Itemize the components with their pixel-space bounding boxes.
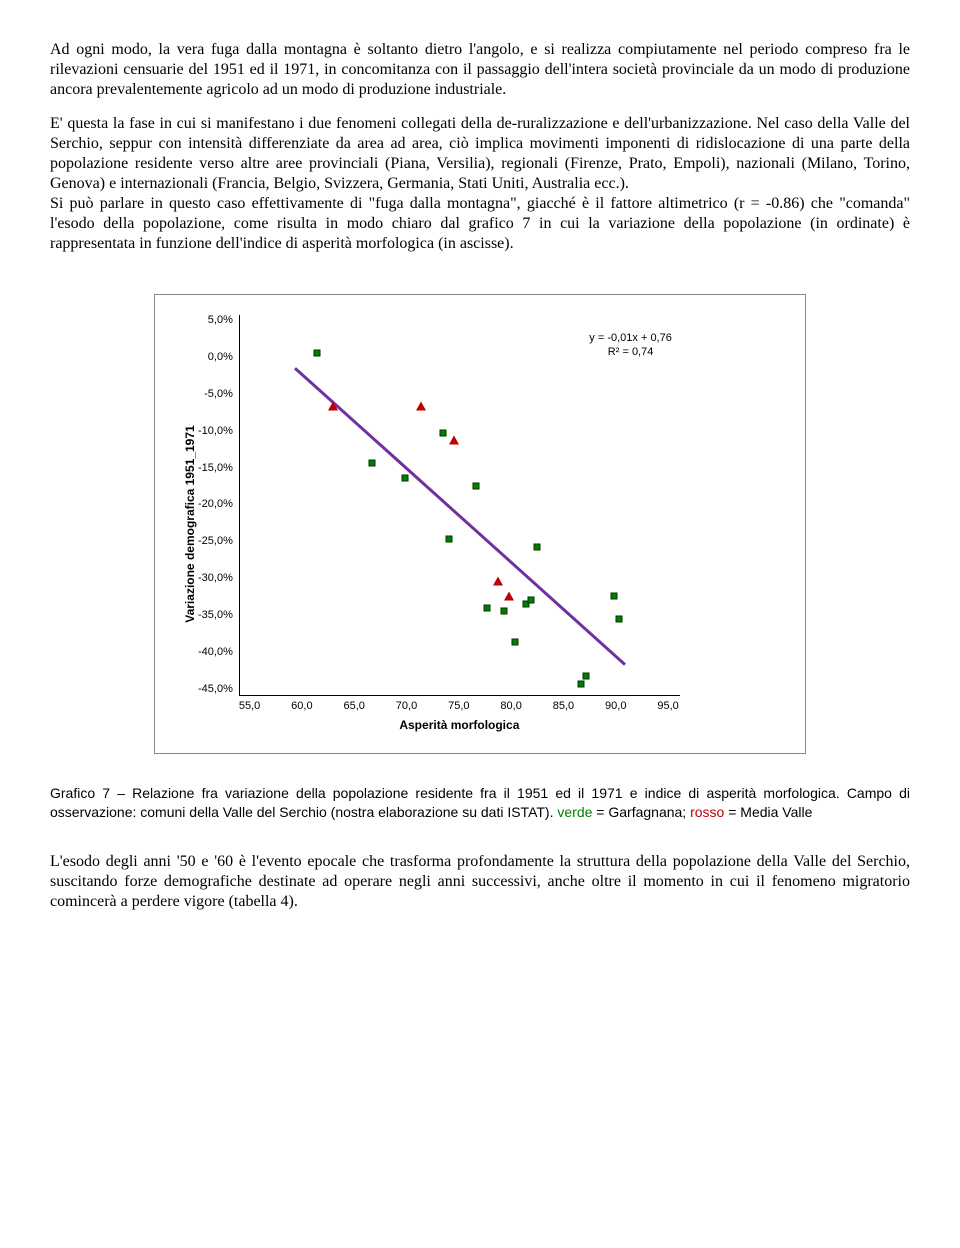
x-tick-label: 75,0	[448, 700, 469, 714]
data-point-green	[511, 638, 518, 645]
data-point-green	[440, 429, 447, 436]
y-tick-label: -5,0%	[198, 389, 233, 400]
x-tick-label: 55,0	[239, 700, 260, 714]
data-point-red	[416, 402, 426, 411]
data-point-green	[445, 536, 452, 543]
y-tick-label: -20,0%	[198, 499, 233, 510]
chart-caption: Grafico 7 – Relazione fra variazione del…	[50, 784, 910, 822]
data-point-red	[328, 402, 338, 411]
chart-trendline	[240, 315, 680, 695]
data-point-green	[528, 597, 535, 604]
paragraph-2: E' questa la fase in cui si manifestano …	[50, 114, 910, 254]
caption-red-word: rosso	[690, 804, 724, 820]
caption-green-rest: = Garfagnana;	[592, 804, 690, 820]
y-tick-label: -10,0%	[198, 426, 233, 437]
data-point-green	[313, 350, 320, 357]
y-tick-label: -15,0%	[198, 463, 233, 474]
data-point-green	[583, 673, 590, 680]
chart-r-squared: R² = 0,74	[589, 345, 672, 359]
data-point-green	[616, 616, 623, 623]
chart-plot-area: y = -0,01x + 0,76 R² = 0,74	[239, 315, 680, 696]
x-tick-label: 70,0	[396, 700, 417, 714]
paragraph-1: Ad ogni modo, la vera fuga dalla montagn…	[50, 40, 910, 100]
data-point-green	[610, 593, 617, 600]
data-point-green	[484, 604, 491, 611]
chart-equation: y = -0,01x + 0,76	[589, 331, 672, 345]
data-point-green	[473, 483, 480, 490]
y-tick-label: -25,0%	[198, 536, 233, 547]
data-point-green	[500, 608, 507, 615]
x-tick-label: 65,0	[343, 700, 364, 714]
chart-y-ticks: 5,0% 0,0% -5,0% -10,0% -15,0% -20,0% -25,0% -30…	[198, 315, 239, 695]
data-point-red	[449, 436, 459, 445]
x-tick-label: 95,0	[657, 700, 678, 714]
data-point-red	[493, 577, 503, 586]
paragraph-2b: Si può parlare in questo caso effettivam…	[50, 195, 910, 252]
chart-x-axis-label: Asperità morfologica	[239, 718, 680, 733]
data-point-red	[504, 592, 514, 601]
data-point-green	[401, 475, 408, 482]
x-tick-label: 90,0	[605, 700, 626, 714]
chart-y-axis-label: Variazione demografica 1951_1971	[175, 315, 198, 733]
data-point-green	[577, 680, 584, 687]
x-tick-label: 60,0	[291, 700, 312, 714]
chart-x-ticks: 55,0 60,0 65,0 70,0 75,0 80,0 85,0 90,0 95,0	[239, 696, 679, 714]
chart-7: Variazione demografica 1951_1971 5,0% 0,0…	[154, 294, 806, 754]
y-tick-label: 0,0%	[198, 352, 233, 363]
chart-equation-annotation: y = -0,01x + 0,76 R² = 0,74	[589, 331, 672, 360]
y-tick-label: -30,0%	[198, 573, 233, 584]
y-tick-label: -40,0%	[198, 647, 233, 658]
caption-green-word: verde	[557, 804, 592, 820]
x-tick-label: 85,0	[553, 700, 574, 714]
data-point-green	[368, 460, 375, 467]
y-tick-label: -35,0%	[198, 610, 233, 621]
x-tick-label: 80,0	[500, 700, 521, 714]
paragraph-4: L'esodo degli anni '50 e '60 è l'evento …	[50, 852, 910, 912]
y-tick-label: -45,0%	[198, 684, 233, 695]
y-tick-label: 5,0%	[198, 315, 233, 326]
data-point-green	[533, 543, 540, 550]
caption-red-rest: = Media Valle	[724, 804, 812, 820]
paragraph-2a: E' questa la fase in cui si manifestano …	[50, 115, 910, 192]
